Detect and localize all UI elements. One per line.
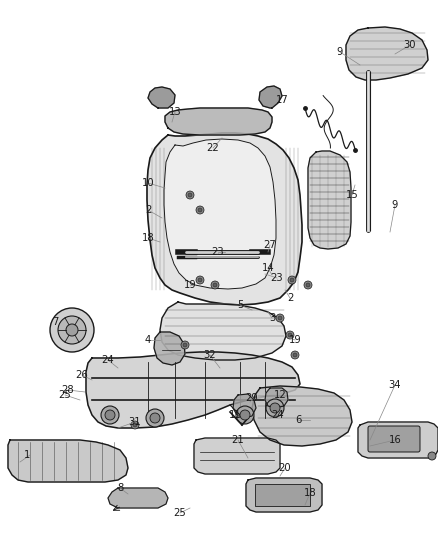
Text: 22: 22 [207,143,219,153]
Polygon shape [194,438,280,474]
Polygon shape [154,332,185,365]
Circle shape [181,341,189,349]
Polygon shape [108,488,168,508]
Circle shape [198,278,202,282]
Circle shape [240,410,250,420]
Polygon shape [147,133,302,305]
Text: 18: 18 [304,488,316,498]
Text: 12: 12 [274,390,286,400]
Text: 29: 29 [246,393,258,403]
Text: 31: 31 [129,417,141,427]
Text: 27: 27 [264,240,276,250]
Circle shape [150,413,160,423]
Text: 18: 18 [141,233,154,243]
Text: 14: 14 [261,263,274,273]
Circle shape [266,399,284,417]
Text: 2: 2 [287,293,293,303]
Circle shape [278,316,282,320]
Text: 15: 15 [346,190,358,200]
Text: 19: 19 [289,335,301,345]
Circle shape [131,421,139,429]
Text: 9: 9 [392,200,398,210]
Text: 4: 4 [145,335,151,345]
Text: 25: 25 [173,508,187,518]
Text: 26: 26 [76,370,88,380]
Circle shape [276,314,284,322]
Circle shape [183,343,187,347]
Polygon shape [233,394,256,418]
Text: 9: 9 [337,47,343,57]
Text: 23: 23 [212,247,224,257]
Polygon shape [148,87,175,108]
Circle shape [58,316,86,344]
Circle shape [198,208,202,212]
Text: 7: 7 [52,317,58,327]
Circle shape [304,281,312,289]
Text: 17: 17 [276,95,288,105]
Circle shape [236,406,254,424]
Text: 2: 2 [145,205,151,215]
Circle shape [188,193,192,197]
Polygon shape [252,386,352,446]
Circle shape [101,406,119,424]
Circle shape [286,331,294,339]
Text: 24: 24 [272,410,284,420]
Text: 3: 3 [269,313,275,323]
Text: 30: 30 [404,40,416,50]
Polygon shape [165,108,272,135]
Text: 10: 10 [141,178,154,188]
Circle shape [146,409,164,427]
Circle shape [288,276,296,284]
Circle shape [211,281,219,289]
Circle shape [50,308,94,352]
Polygon shape [346,27,428,80]
Polygon shape [246,478,322,512]
Polygon shape [265,388,288,408]
Circle shape [428,452,436,460]
Text: 24: 24 [102,355,114,365]
Circle shape [105,410,115,420]
Text: 1: 1 [24,450,30,460]
Circle shape [196,276,204,284]
Polygon shape [259,86,282,108]
Polygon shape [160,302,286,360]
Text: 32: 32 [204,350,216,360]
Text: 28: 28 [62,385,74,395]
Text: 19: 19 [184,280,196,290]
Circle shape [293,353,297,357]
Polygon shape [86,352,300,428]
Circle shape [291,351,299,359]
Circle shape [290,278,294,282]
Text: 25: 25 [59,390,71,400]
Circle shape [288,333,292,337]
Text: 8: 8 [117,483,123,493]
Text: 34: 34 [389,380,401,390]
Polygon shape [308,151,351,249]
Circle shape [133,423,137,427]
Text: 21: 21 [232,435,244,445]
Polygon shape [8,440,128,482]
Circle shape [306,283,310,287]
Bar [255,484,310,506]
Text: 6: 6 [295,415,301,425]
Circle shape [66,324,78,336]
Circle shape [186,191,194,199]
Circle shape [213,283,217,287]
Polygon shape [164,139,276,289]
Text: 20: 20 [279,463,291,473]
Polygon shape [358,422,438,458]
Text: 13: 13 [169,107,181,117]
Text: 16: 16 [389,435,401,445]
FancyBboxPatch shape [368,426,420,452]
Text: 23: 23 [271,273,283,283]
Circle shape [196,206,204,214]
Circle shape [270,403,280,413]
Text: 11: 11 [229,410,241,420]
Text: 5: 5 [237,300,243,310]
